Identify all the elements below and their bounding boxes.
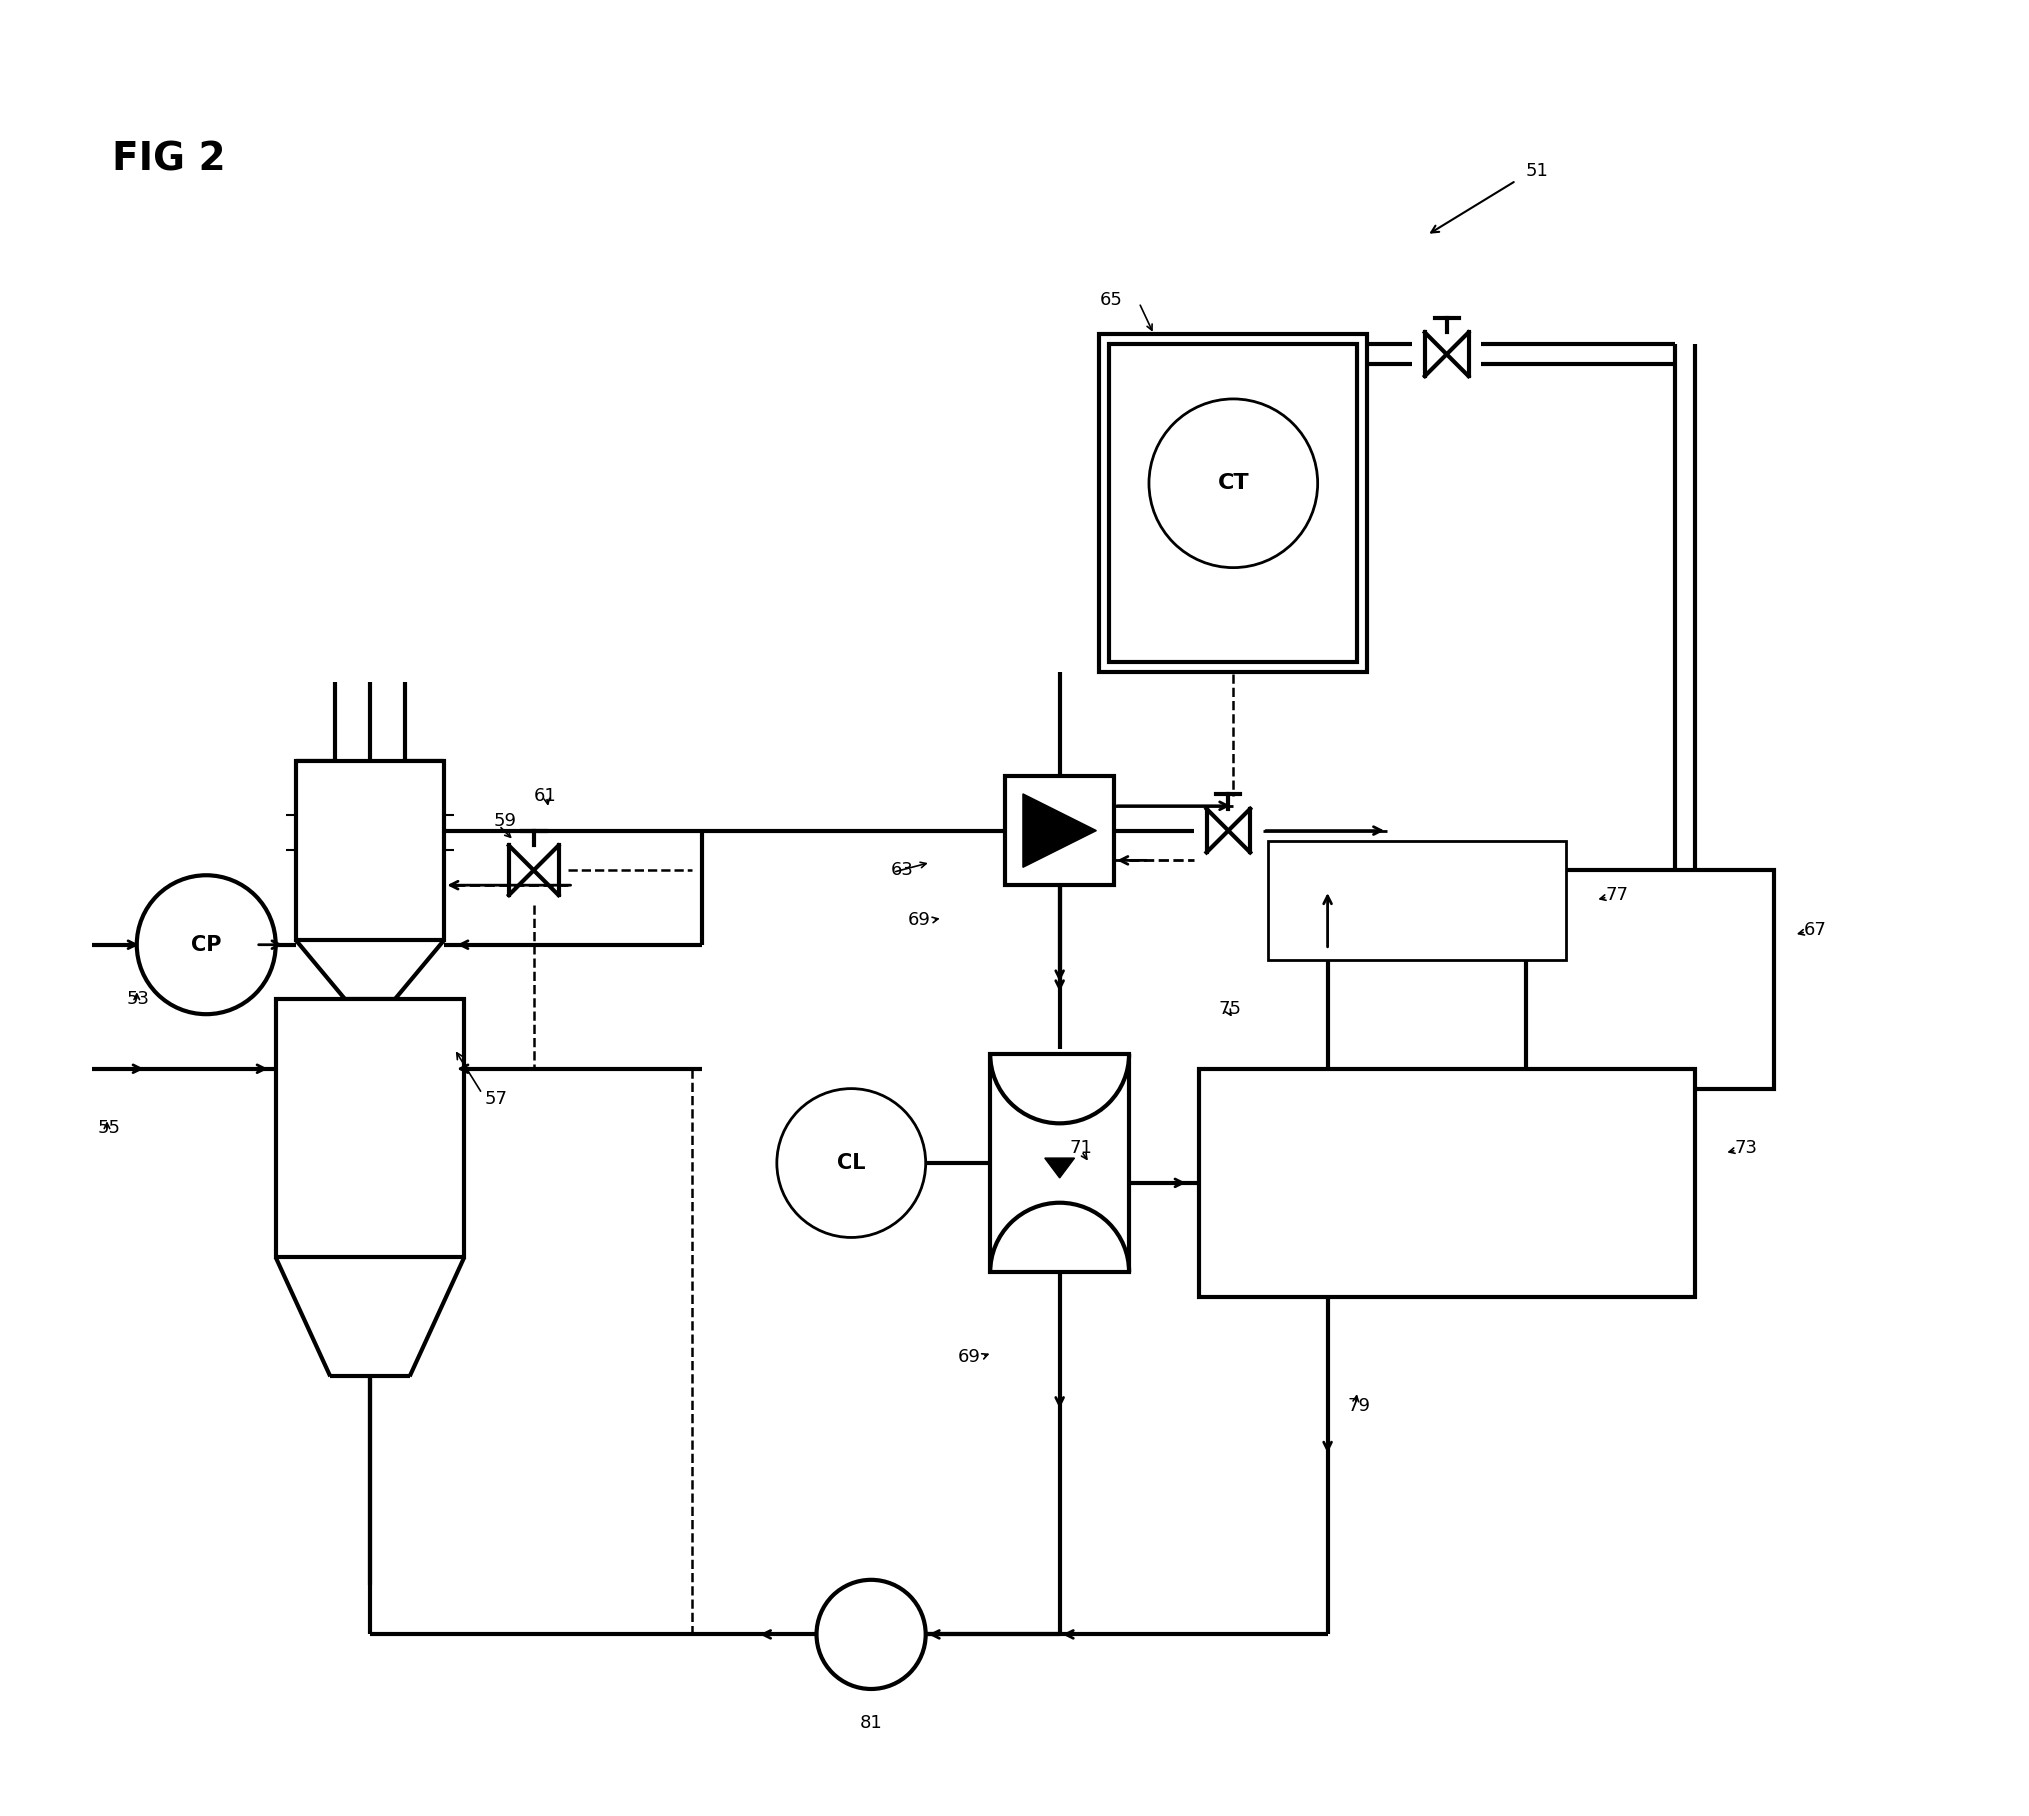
Polygon shape xyxy=(1045,1159,1075,1179)
Bar xyxy=(296,761,444,939)
Text: CL: CL xyxy=(838,1153,866,1173)
Bar xyxy=(1004,775,1114,884)
Text: 67: 67 xyxy=(1804,921,1826,939)
Text: 81: 81 xyxy=(860,1714,883,1732)
Bar xyxy=(990,1053,1128,1273)
Text: 75: 75 xyxy=(1219,1001,1242,1019)
Bar xyxy=(1526,870,1773,1088)
Text: 71: 71 xyxy=(1069,1139,1092,1157)
Text: 57: 57 xyxy=(485,1090,507,1108)
Text: 69: 69 xyxy=(907,912,931,930)
Text: 65: 65 xyxy=(1100,291,1122,309)
Circle shape xyxy=(816,1580,925,1689)
Circle shape xyxy=(1148,400,1317,568)
Text: 55: 55 xyxy=(97,1119,120,1137)
Circle shape xyxy=(777,1088,925,1237)
Text: 51: 51 xyxy=(1526,162,1548,180)
Text: 79: 79 xyxy=(1347,1397,1370,1415)
Text: 63: 63 xyxy=(891,861,913,879)
Text: 53: 53 xyxy=(128,990,150,1008)
Text: 73: 73 xyxy=(1735,1139,1757,1157)
Polygon shape xyxy=(1023,794,1096,868)
Text: 69: 69 xyxy=(958,1347,980,1366)
Bar xyxy=(1268,841,1566,959)
Text: CP: CP xyxy=(191,935,221,955)
Bar xyxy=(276,999,465,1257)
Circle shape xyxy=(136,875,276,1013)
Text: 59: 59 xyxy=(493,812,517,830)
Text: 61: 61 xyxy=(534,786,556,804)
Text: CT: CT xyxy=(1217,474,1250,494)
Text: FIG 2: FIG 2 xyxy=(112,142,225,180)
Bar xyxy=(1100,334,1368,672)
Text: 77: 77 xyxy=(1605,886,1629,904)
Bar xyxy=(1110,345,1357,661)
Bar xyxy=(1199,1070,1694,1297)
